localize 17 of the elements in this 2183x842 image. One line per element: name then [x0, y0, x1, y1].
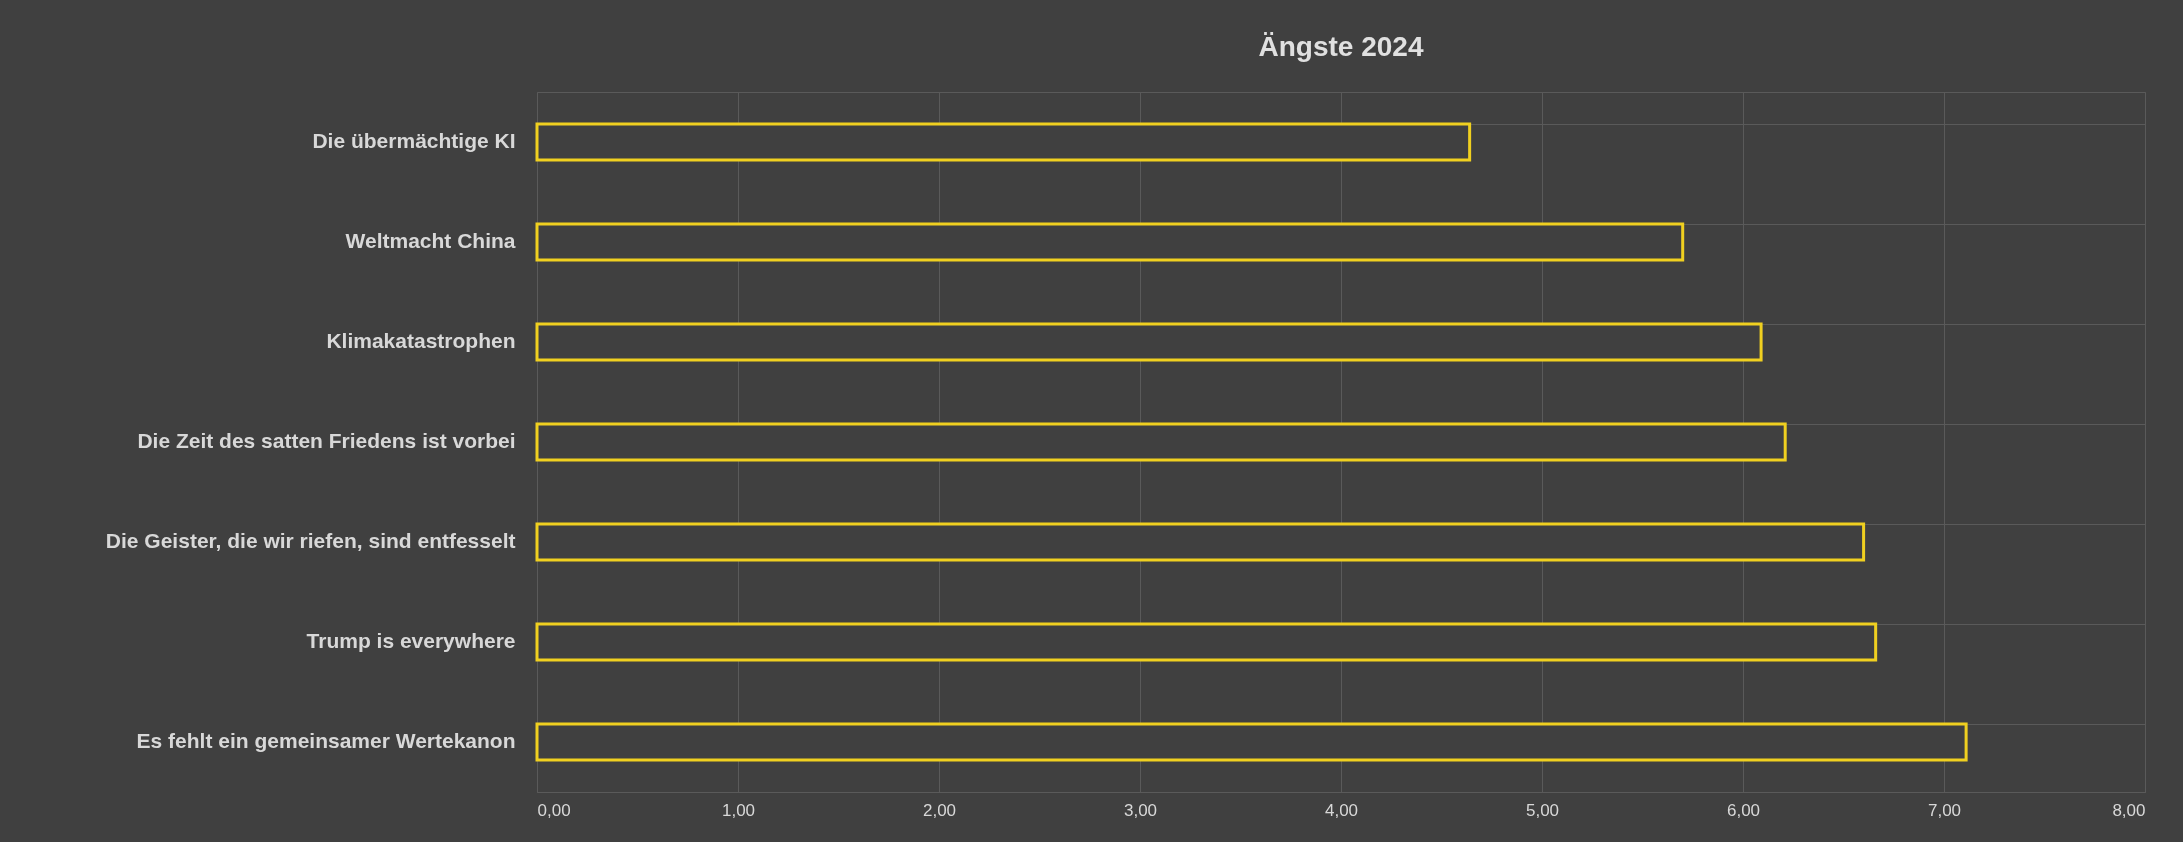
y-tick-label: Die übermächtige KI [312, 129, 516, 152]
y-tick-label: Die Zeit des satten Friedens ist vorbei [137, 429, 516, 452]
x-tick-label: 2,00 [922, 800, 957, 820]
x-tick-label: 4,00 [1324, 800, 1359, 820]
x-tick-label: 6,00 [1726, 800, 1761, 820]
x-tick-label: 7,00 [1927, 800, 1962, 820]
chart-title: Ängste 2024 [1258, 31, 1424, 62]
x-tick-label: 1,00 [721, 800, 756, 820]
x-tick-label: 5,00 [1525, 800, 1560, 820]
y-tick-label: Trump is everywhere [306, 629, 516, 652]
y-tick-label: Es fehlt ein gemeinsamer Wertekanon [136, 729, 516, 752]
x-tick-label: 3,00 [1123, 800, 1158, 820]
x-tick-label: 0,00 [537, 800, 571, 820]
x-tick-label: 8,00 [2112, 800, 2146, 820]
y-tick-label: Weltmacht China [345, 229, 516, 252]
y-tick-label: Klimakatastrophen [326, 329, 516, 352]
y-tick-label: Die Geister, die wir riefen, sind entfesselt [105, 529, 516, 552]
